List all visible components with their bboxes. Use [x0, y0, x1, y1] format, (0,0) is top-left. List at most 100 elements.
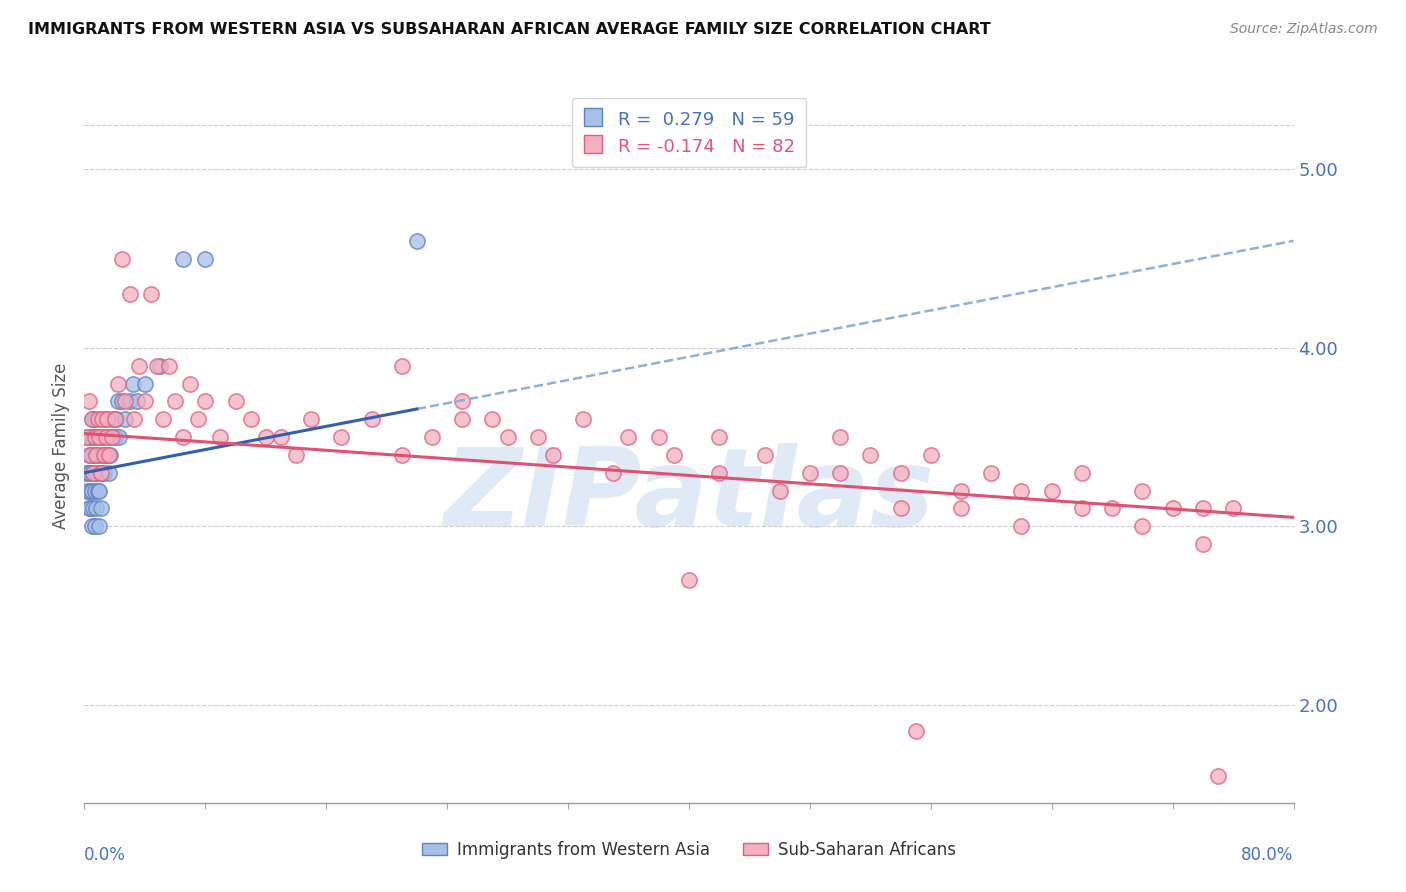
Point — [77, 501, 100, 516]
Point — [80, 483, 103, 498]
Point — [285, 448, 308, 462]
Point — [194, 394, 217, 409]
Point — [152, 412, 174, 426]
Point — [209, 430, 232, 444]
Point — [86, 448, 108, 462]
Point — [84, 519, 107, 533]
Point — [1130, 483, 1153, 498]
Point — [769, 483, 792, 498]
Point — [79, 466, 101, 480]
Point — [114, 394, 136, 409]
Point — [91, 412, 114, 426]
Point — [709, 466, 731, 480]
Point — [82, 466, 104, 480]
Point — [134, 394, 156, 409]
Point — [90, 466, 112, 480]
Point — [118, 394, 141, 409]
Point — [91, 448, 114, 462]
Point — [84, 430, 107, 444]
Point — [79, 483, 101, 498]
Point — [330, 430, 353, 444]
Legend: Immigrants from Western Asia, Sub-Saharan Africans: Immigrants from Western Asia, Sub-Sahara… — [415, 835, 963, 866]
Point — [451, 394, 474, 409]
Point — [104, 412, 127, 426]
Point — [80, 448, 103, 462]
Point — [118, 287, 141, 301]
Point — [1192, 537, 1215, 551]
Point — [104, 430, 127, 444]
Point — [87, 483, 110, 498]
Point — [165, 394, 187, 409]
Point — [648, 430, 671, 444]
Point — [1040, 483, 1063, 498]
Point — [77, 466, 100, 480]
Point — [105, 412, 128, 426]
Point — [270, 430, 292, 444]
Point — [77, 394, 100, 409]
Point — [111, 252, 134, 266]
Point — [108, 430, 131, 444]
Point — [80, 412, 103, 426]
Point — [134, 376, 156, 391]
Point — [602, 466, 624, 480]
Point — [179, 376, 201, 391]
Point — [662, 448, 685, 462]
Point — [194, 252, 217, 266]
Point — [128, 359, 150, 373]
Point — [84, 483, 107, 498]
Point — [96, 412, 118, 426]
Point — [82, 430, 104, 444]
Point — [121, 376, 143, 391]
Point — [89, 430, 111, 444]
Point — [84, 448, 107, 462]
Point — [79, 448, 101, 462]
Point — [451, 412, 474, 426]
Point — [79, 430, 101, 444]
Point — [149, 359, 172, 373]
Point — [76, 430, 98, 444]
Point — [1206, 769, 1229, 783]
Point — [1071, 466, 1094, 480]
Text: ZIPatlas: ZIPatlas — [443, 443, 935, 549]
Point — [86, 466, 108, 480]
Point — [950, 501, 973, 516]
Point — [391, 448, 413, 462]
Point — [127, 394, 149, 409]
Point — [1161, 501, 1184, 516]
Point — [157, 359, 180, 373]
Point — [904, 724, 927, 739]
Point — [79, 501, 101, 516]
Point — [406, 234, 429, 248]
Point — [76, 483, 98, 498]
Point — [86, 430, 108, 444]
Point — [799, 466, 821, 480]
Y-axis label: Average Family Size: Average Family Size — [52, 363, 70, 529]
Point — [391, 359, 413, 373]
Point — [299, 412, 322, 426]
Text: 0.0%: 0.0% — [84, 846, 127, 863]
Point — [89, 430, 111, 444]
Point — [93, 448, 115, 462]
Point — [146, 359, 169, 373]
Point — [239, 412, 262, 426]
Point — [187, 412, 209, 426]
Point — [82, 466, 104, 480]
Point — [254, 430, 277, 444]
Point — [77, 448, 100, 462]
Point — [100, 430, 122, 444]
Point — [980, 466, 1002, 480]
Point — [709, 430, 731, 444]
Point — [754, 448, 776, 462]
Point — [93, 466, 115, 480]
Point — [1101, 501, 1123, 516]
Point — [617, 430, 640, 444]
Point — [96, 412, 118, 426]
Point — [87, 412, 110, 426]
Point — [225, 394, 247, 409]
Point — [89, 466, 111, 480]
Point — [97, 430, 120, 444]
Point — [572, 412, 595, 426]
Point — [890, 501, 912, 516]
Point — [93, 430, 115, 444]
Point — [97, 466, 120, 480]
